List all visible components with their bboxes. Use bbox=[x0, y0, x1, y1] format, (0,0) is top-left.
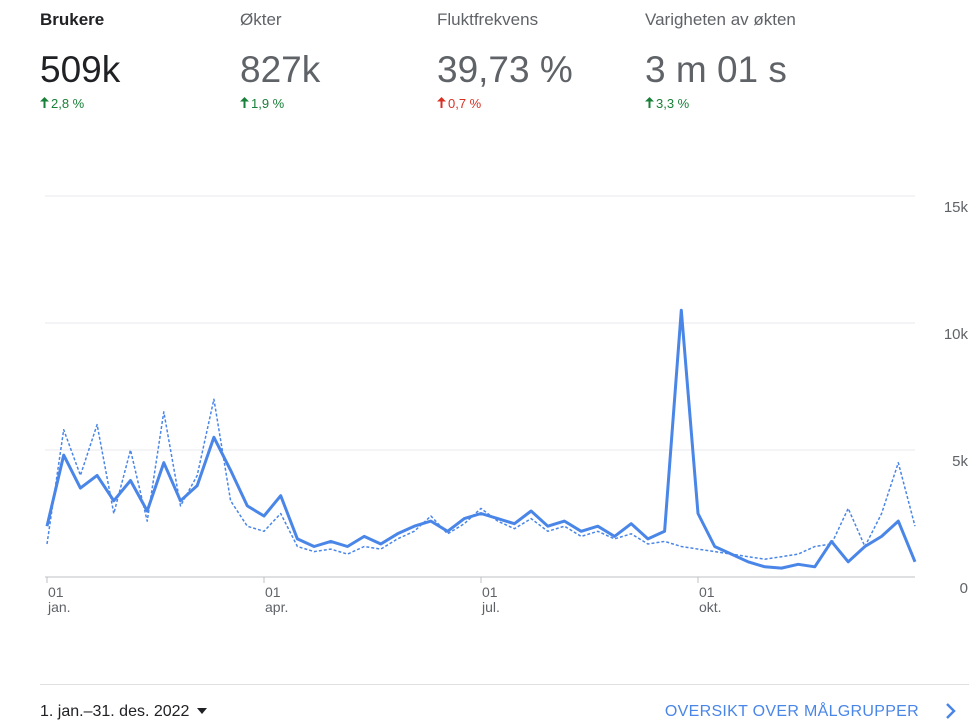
audience-link[interactable]: OVERSIKT OVER MÅLGRUPPER bbox=[665, 703, 919, 721]
arrow bbox=[645, 97, 654, 108]
metric-change: 1,9 % bbox=[240, 96, 320, 111]
arrow bbox=[40, 97, 49, 108]
series-line bbox=[45, 308, 917, 570]
metric: Varigheten av økten 3 m 01 s 3,3 % bbox=[645, 10, 796, 111]
comparison-line bbox=[46, 398, 916, 560]
x-tick-label: 01 jan. bbox=[48, 584, 71, 615]
y-tick-label: 15k bbox=[944, 199, 969, 216]
divider bbox=[40, 684, 969, 685]
link-text: OVERSIKT OVER MÅLGRUPPER bbox=[664, 703, 919, 720]
x-tick-label: 01 jul. bbox=[482, 584, 500, 615]
x-tick-label: 01 apr. bbox=[265, 584, 289, 615]
change-text: 3,3 % bbox=[656, 96, 690, 111]
arrow bbox=[437, 97, 446, 108]
metric-label: Fluktfrekvens bbox=[437, 10, 539, 29]
metric-change: 2,8 % bbox=[40, 96, 120, 111]
arrow-icon bbox=[40, 97, 49, 108]
metric-value: 3 m 01 s bbox=[645, 49, 787, 90]
metric: Økter 827k 1,9 % bbox=[240, 10, 320, 111]
metric-label: Varigheten av økten bbox=[645, 10, 796, 29]
x-tick-label: 01 okt. bbox=[699, 584, 722, 615]
metric-label: Økter bbox=[240, 10, 282, 29]
date-text: 1. jan.–31. des. 2022 bbox=[40, 703, 190, 720]
metric-value: 827k bbox=[240, 49, 321, 90]
metric-value: 509k bbox=[40, 49, 121, 90]
chart: 0 5k 10k 15k bbox=[45, 195, 969, 597]
y-tick-label: 10k bbox=[944, 326, 969, 343]
metric-change: 0,7 % bbox=[437, 96, 573, 111]
arrow-icon bbox=[437, 97, 446, 108]
chevron bbox=[946, 703, 956, 719]
arrow-icon bbox=[240, 97, 249, 108]
y-tick-label: 5k bbox=[952, 453, 968, 470]
change-text: 2,8 % bbox=[51, 96, 85, 111]
change-text: 0,7 % bbox=[448, 96, 482, 111]
metric-label: Brukere bbox=[40, 10, 105, 29]
metric-change: 3,3 % bbox=[645, 96, 796, 111]
metric: Fluktfrekvens 39,73 % 0,7 % bbox=[437, 10, 573, 111]
arrow-icon bbox=[645, 97, 654, 108]
arrow bbox=[240, 97, 249, 108]
change-text: 1,9 % bbox=[251, 96, 285, 111]
dropdown-icon bbox=[196, 708, 207, 714]
y-tick-label: 0 bbox=[960, 580, 968, 597]
date-range[interactable]: 1. jan.–31. des. 2022 bbox=[40, 703, 207, 721]
metric: Brukere 509k 2,8 % bbox=[40, 10, 120, 111]
metric-value: 39,73 % bbox=[437, 49, 573, 90]
